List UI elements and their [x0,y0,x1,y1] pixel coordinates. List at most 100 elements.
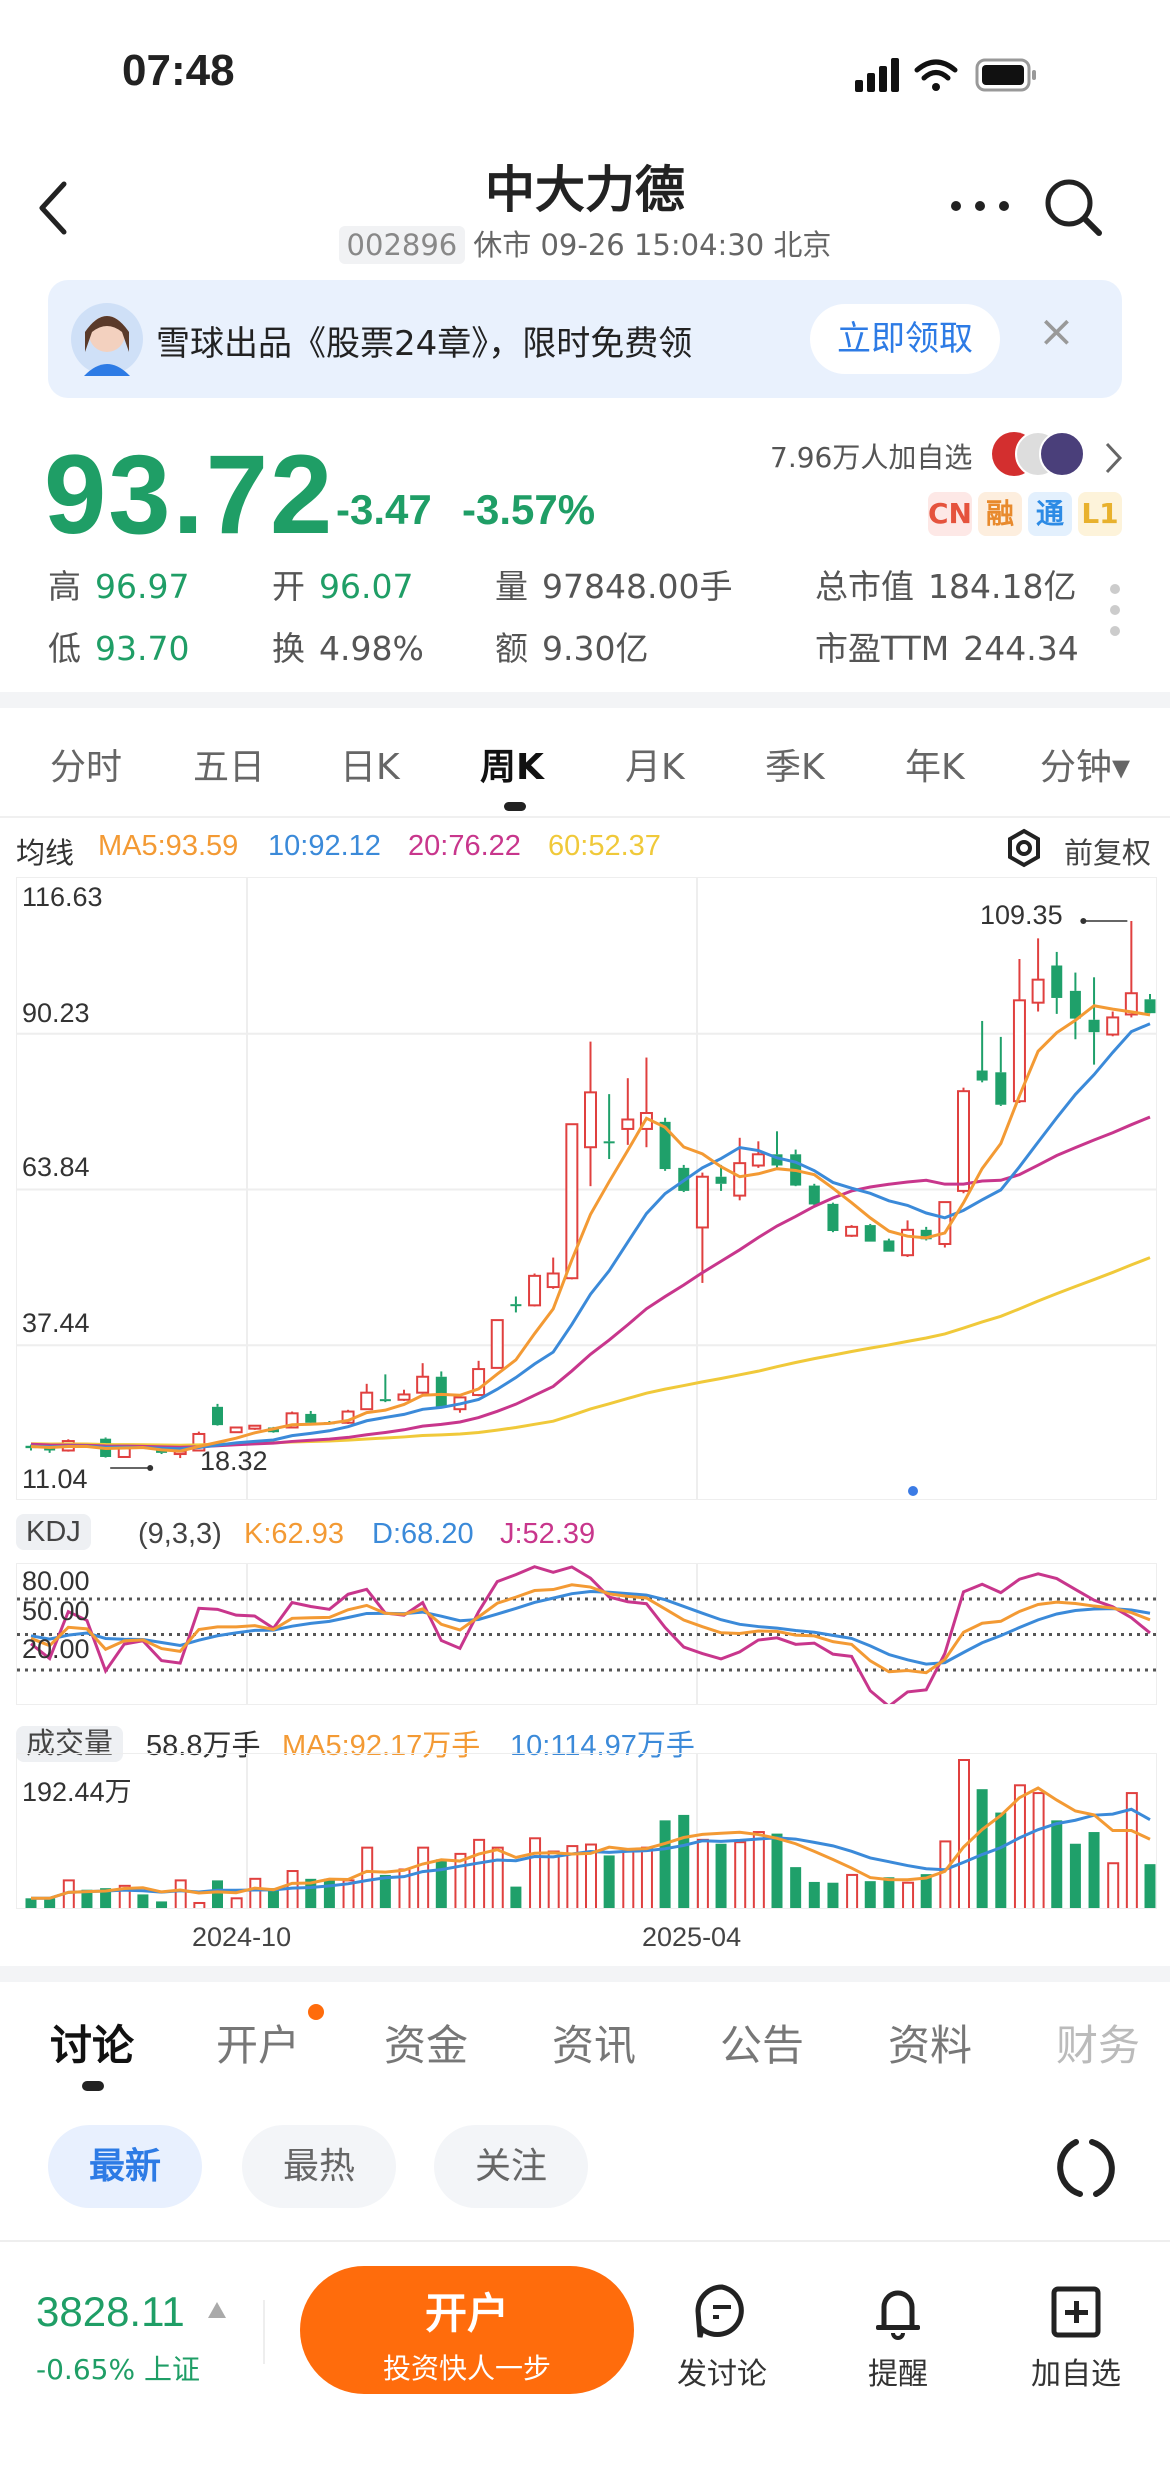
candle-up [360,1391,374,1411]
ma20-value: 20:76.22 [408,830,521,862]
tab-discussion[interactable]: 讨论 [50,2021,135,2070]
price-change: -3.47 [336,486,432,533]
tab-intraday[interactable]: 分时 [50,747,123,788]
tab-indicator [82,2081,104,2091]
back-icon[interactable] [34,180,74,236]
open-account-button[interactable]: 开户 投资快人一步 [300,2266,634,2394]
alert-button[interactable]: 提醒 [838,2283,958,2393]
more-icon[interactable] [948,196,1012,216]
tab-financials[interactable]: 财务 [1056,2021,1141,2070]
alert-label: 提醒 [868,2357,928,2392]
volume-tag: 成交量 [16,1720,124,1762]
stock-code: 002896 [338,226,466,264]
tab-minute[interactable]: 分钟▾ [1040,747,1131,788]
kdj-chart[interactable] [16,1563,1157,1705]
tab-open-account[interactable]: 开户 [216,2021,301,2070]
add-watchlist-button[interactable]: 加自选 [1016,2283,1136,2393]
battery-icon [975,58,1036,92]
candle-up [546,1272,560,1289]
ma-label: 均线 [16,838,75,870]
tab-daily[interactable]: 日K [340,747,400,788]
tab-weekly[interactable]: 周K [480,747,544,788]
kdj-tick: 20.00 [22,1634,90,1664]
tab-quarterly[interactable]: 季K [765,747,825,788]
page-dots[interactable] [1108,582,1122,638]
candle-up [1031,978,1045,1004]
candle-up [285,1412,299,1429]
tab-news[interactable]: 资讯 [552,2021,637,2070]
candle-up [1012,999,1026,1103]
volume-bar-down [379,1874,391,1908]
volume-bar-down [771,1833,783,1908]
event-marker-dot [908,1486,918,1496]
volume-bar-up [640,1846,653,1908]
candlestick-chart[interactable] [16,877,1157,1500]
tab-yearly[interactable]: 年K [905,747,965,788]
max-marker-dot [1080,917,1087,924]
price-change-pct: -3.57% [462,486,596,533]
volume-bar-up [249,1877,262,1908]
wifi-icon [914,59,958,91]
volume-chart[interactable] [16,1753,1157,1909]
volume-bar-down [827,1882,839,1908]
claim-button[interactable]: 立即领取 [810,304,1000,374]
candle-down [44,1448,56,1451]
ma5-value: MA5:93.59 [98,830,239,862]
filter-following[interactable]: 关注 [434,2125,588,2208]
arrow-up-icon [208,2302,226,2318]
settings-hexagon-icon[interactable] [1006,828,1042,868]
volume-bar-down [81,1889,93,1908]
candle-up [584,1091,597,1149]
index-value[interactable]: 3828.11 [36,2288,185,2335]
candle-up [490,1319,504,1369]
stat-high: 高 96.97 [48,567,190,606]
x-tick: 2025-04 [642,1922,742,1952]
kdj-j: J:52.39 [500,1518,596,1550]
badge-l1: L1 [1078,492,1122,536]
candle-down [808,1185,820,1205]
candle-down [156,1450,168,1453]
volume-bar-up [622,1848,635,1908]
volume-bar-up [846,1873,859,1908]
candle-down [995,1072,1007,1105]
candle-down [1069,990,1081,1019]
search-icon[interactable] [1042,176,1104,238]
close-icon[interactable]: × [1038,306,1075,357]
tab-5day[interactable]: 五日 [193,747,266,788]
volume-max-label: 192.44万 [22,1777,132,1807]
tab-capital[interactable]: 资金 [384,2021,469,2070]
volume-bar-down [1051,1820,1063,1908]
volume-bar-up [230,1897,243,1908]
adjust-mode[interactable]: 前复权 [1064,838,1152,870]
y-tick: 11.04 [22,1464,88,1494]
tab-profile[interactable]: 资料 [888,2021,973,2070]
chevron-right-icon[interactable] [1102,440,1126,476]
refresh-icon[interactable] [1054,2134,1118,2202]
filter-latest[interactable]: 最新 [48,2125,202,2208]
candle-up [528,1274,542,1307]
post-discussion-button[interactable]: 发讨论 [662,2283,782,2393]
tab-announcements[interactable]: 公告 [720,2021,805,2070]
volume-bar-up [193,1901,206,1908]
filter-hot[interactable]: 最热 [242,2125,396,2208]
candle-up [845,1225,859,1237]
open-account-sublabel: 投资快人一步 [382,2352,551,2385]
stat-volume: 量 97848.00手 [495,567,733,606]
promo-banner[interactable]: 雪球出品《股票24章》，限时免费领 立即领取 × [48,280,1122,398]
watchers-count[interactable]: 7.96万人加自选 [770,441,973,474]
candle-up [901,1228,915,1257]
chat-icon [695,2284,744,2338]
status-time: 07:48 [122,46,235,95]
volume-bar-down [100,1888,112,1908]
divider [0,2240,1170,2242]
volume-bar-down [44,1898,56,1908]
kdj-d: D:68.20 [372,1518,474,1550]
tab-monthly[interactable]: 月K [625,747,685,788]
plus-square-icon [1051,2286,1101,2338]
volume-bar-down [267,1888,279,1908]
candle-down [1144,999,1156,1014]
volume-bar-down [603,1855,615,1908]
badge-margin: 融 [978,492,1022,536]
kdj-tick: 50.00 [22,1596,90,1626]
watcher-avatars [992,431,1085,477]
